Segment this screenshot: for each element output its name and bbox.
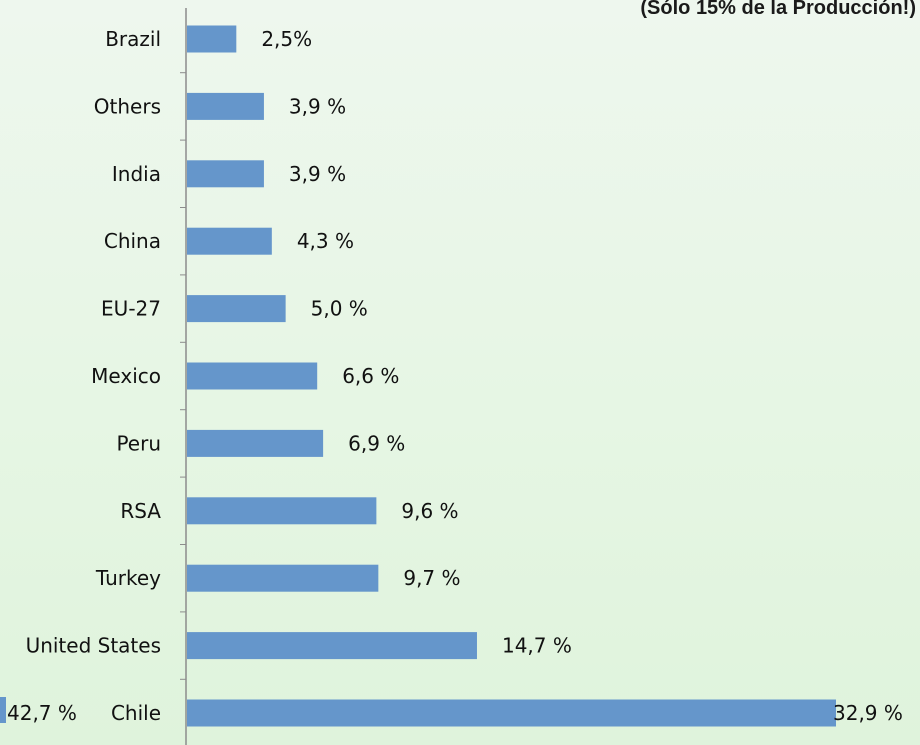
category-label: Others	[94, 94, 161, 118]
extra-bar-stub	[0, 697, 6, 723]
bar-others	[187, 92, 264, 120]
category-label: China	[104, 229, 161, 253]
bar-eu-27	[187, 295, 286, 323]
bar-turkey	[187, 564, 379, 592]
value-label: 2,5%	[261, 27, 312, 51]
chart-title: (Sólo 15% de la Producción!)	[640, 0, 916, 19]
value-label: 4,3 %	[297, 229, 354, 253]
category-label: Mexico	[91, 364, 161, 388]
category-label: RSA	[120, 499, 161, 523]
bar-rsa	[187, 497, 377, 525]
value-label: 14,7 %	[502, 634, 572, 658]
bar-india	[187, 160, 264, 188]
value-label: 9,7 %	[403, 566, 460, 590]
bar-peru	[187, 429, 324, 457]
bar-china	[187, 227, 272, 255]
category-label: United States	[26, 634, 161, 658]
category-label: Chile	[111, 701, 161, 725]
category-label: Brazil	[105, 27, 161, 51]
extra-value-label: 42,7 %	[7, 701, 77, 725]
value-label: 6,9 %	[348, 431, 405, 455]
value-label: 6,6 %	[342, 364, 399, 388]
value-label: 3,9 %	[289, 94, 346, 118]
category-label: Turkey	[95, 566, 161, 590]
value-label: 32,9 %	[833, 701, 903, 725]
value-label: 5,0 %	[311, 297, 368, 321]
bar-brazil	[187, 25, 237, 53]
value-label: 9,6 %	[401, 499, 458, 523]
bar-united-states	[187, 632, 477, 660]
category-label: India	[112, 162, 161, 186]
category-label: EU-27	[101, 297, 161, 321]
bar-mexico	[187, 362, 318, 390]
value-label: 3,9 %	[289, 162, 346, 186]
bar-chile	[187, 699, 836, 727]
category-label: Peru	[116, 431, 161, 455]
